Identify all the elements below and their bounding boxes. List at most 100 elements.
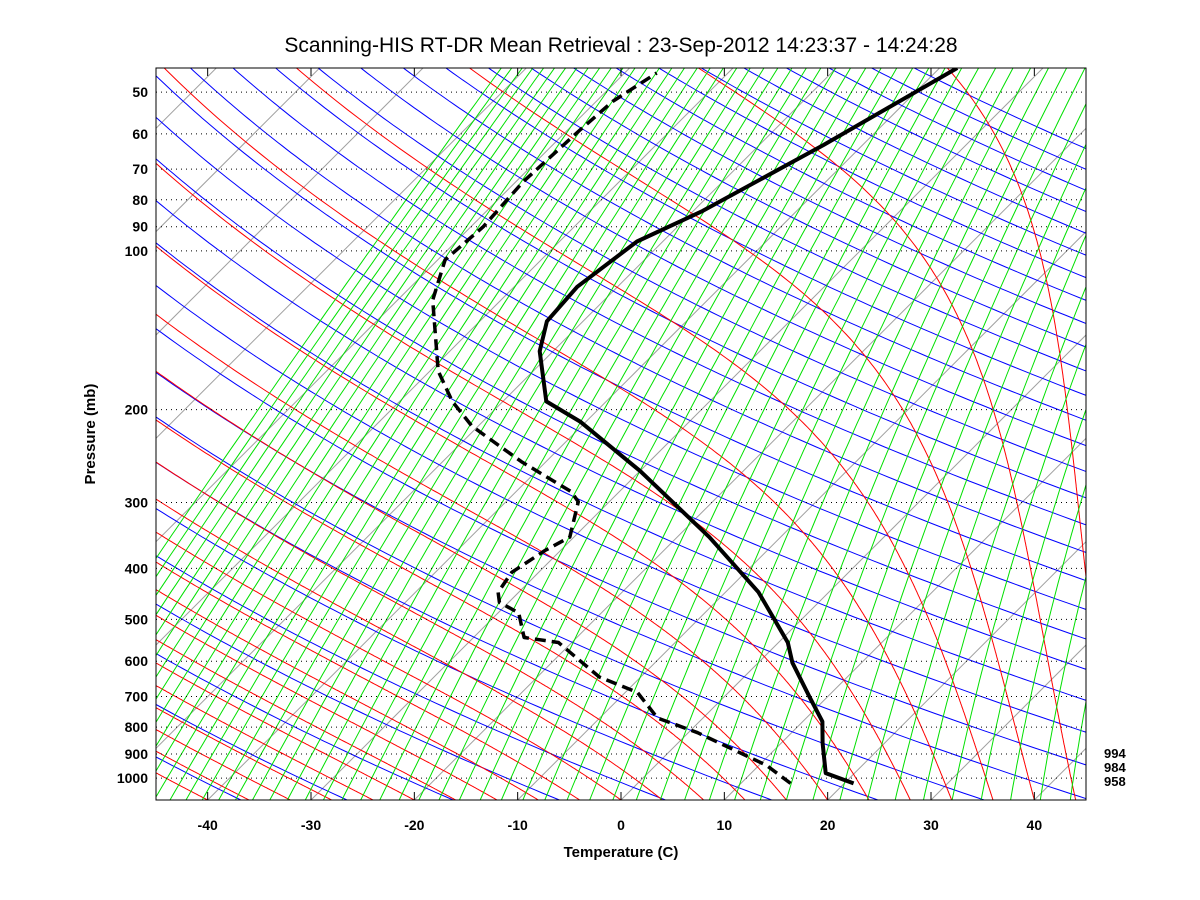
- mixing-ratio-line: [218, 68, 673, 800]
- moist-adiabat-line: [468, 68, 1035, 800]
- mixing-ratio-line: [269, 68, 711, 800]
- x-axis-label: Temperature (C): [564, 844, 679, 861]
- moist-adiabat-line: [156, 614, 498, 800]
- mixing-ratio-line: [156, 68, 502, 560]
- mixing-ratio-line: [156, 68, 601, 748]
- x-tick-label: 10: [717, 817, 733, 833]
- mixing-ratio-line: [322, 68, 751, 800]
- mixing-ratio-line: [785, 68, 1086, 800]
- dry-adiabat-line: [156, 653, 454, 800]
- background-lines: [0, 41, 1200, 800]
- mixing-ratio-line: [418, 68, 822, 800]
- isotherm-line: [156, 68, 424, 336]
- y-tick-label: 200: [125, 402, 149, 418]
- moist-adiabat-line: [156, 662, 415, 800]
- dewpoint-profile-line: [430, 71, 792, 785]
- dry-adiabat-line: [156, 416, 985, 800]
- isotherm-line: [620, 334, 1086, 800]
- moist-adiabat-line: [156, 370, 787, 800]
- moist-adiabat-line: [697, 68, 1077, 800]
- mixing-ratio-line: [544, 68, 914, 800]
- mixing-ratio-line: [235, 68, 686, 800]
- isotherm-line: [723, 437, 1086, 800]
- moist-adiabat-line: [156, 589, 539, 800]
- mixing-ratio-line: [522, 68, 898, 800]
- mixing-ratio-line: [156, 68, 578, 701]
- isotherm-line: [0, 41, 37, 800]
- dry-adiabat-line: [785, 68, 1086, 213]
- moist-adiabat-line: [295, 68, 994, 800]
- moist-adiabat-line: [156, 707, 332, 800]
- chart-title: Scanning-HIS RT-DR Mean Retrieval : 23-S…: [284, 34, 957, 57]
- side-label: 994: [1104, 746, 1126, 761]
- mixing-ratio-line: [612, 68, 963, 800]
- mixing-ratio-line: [812, 102, 1086, 800]
- dry-adiabat-line: [827, 68, 1086, 191]
- x-tick-label: -20: [404, 817, 424, 833]
- mixing-ratio-line: [156, 68, 523, 597]
- mixing-ratio-line: [500, 68, 882, 800]
- mixing-ratio-line: [169, 68, 636, 800]
- y-tick-label: 800: [125, 719, 149, 735]
- moist-adiabat-line: [156, 498, 663, 800]
- x-tick-label: -10: [508, 817, 528, 833]
- mixing-ratio-line: [659, 68, 997, 800]
- dry-adiabat-line: [657, 68, 1086, 279]
- moist-adiabat-line: [156, 531, 622, 800]
- isotherm-line: [156, 68, 734, 646]
- dry-adiabat-line: [445, 68, 1086, 396]
- dry-adiabat-line: [156, 158, 1086, 640]
- isotherm-line: [930, 644, 1086, 800]
- x-tick-label: 40: [1027, 817, 1043, 833]
- mixing-ratio-line: [156, 68, 513, 578]
- y-tick-label: 900: [125, 746, 149, 762]
- y-tick-label: 400: [125, 560, 149, 576]
- mixing-ratio-line: [894, 233, 1086, 800]
- plot-frame: [155, 67, 1087, 801]
- mixing-ratio-line: [201, 68, 661, 800]
- temperature-profile-line: [537, 68, 959, 786]
- mixing-ratio-line: [951, 343, 1086, 800]
- y-tick-label: 90: [132, 219, 148, 235]
- dry-adiabat-line: [700, 68, 1086, 256]
- side-label: 958: [1104, 774, 1126, 789]
- mixing-ratio-line: [156, 68, 589, 724]
- mixing-ratio-line: [286, 68, 724, 800]
- dry-adiabat-line: [402, 68, 1086, 421]
- dry-adiabat-line: [189, 68, 1086, 553]
- moist-adiabat-line: [156, 561, 580, 800]
- dry-adiabat-line: [156, 199, 1086, 670]
- mixing-ratio-line: [398, 68, 807, 800]
- mixing-ratio-line: [734, 68, 1050, 800]
- dry-adiabat-line: [156, 328, 1086, 766]
- isotherm-line: [207, 68, 941, 800]
- x-tick-label: -40: [198, 817, 218, 833]
- mixing-ratio-line: [566, 68, 930, 800]
- y-tick-label: 500: [125, 611, 149, 627]
- mixing-ratio-line: [759, 68, 1068, 800]
- isotherm-line: [1138, 41, 1200, 800]
- isotherm-line: [156, 68, 838, 750]
- y-tick-label: 80: [132, 192, 148, 208]
- mixing-ratio-line: [156, 68, 612, 772]
- side-label: 984: [1104, 760, 1126, 775]
- moist-adiabat-line: [156, 685, 374, 800]
- mixing-ratio-line: [1039, 574, 1086, 800]
- x-tick-label: 0: [617, 817, 625, 833]
- dry-adiabat-line: [742, 68, 1086, 234]
- dry-adiabat-line: [274, 68, 1086, 499]
- dry-adiabat-line: [359, 68, 1086, 447]
- dry-adiabat-line: [156, 461, 879, 800]
- mixing-ratio-line: [156, 68, 624, 798]
- mixing-ratio-line: [589, 68, 946, 800]
- y-tick-label: 1000: [117, 770, 148, 786]
- y-tick-label: 100: [125, 243, 149, 259]
- mixing-ratio-line: [980, 407, 1086, 800]
- moist-adiabat-line: [156, 419, 746, 800]
- isotherm-line: [156, 68, 321, 233]
- mixing-ratio-line: [923, 285, 1086, 800]
- mixing-ratio-line: [156, 68, 556, 657]
- moist-adiabat-line: [156, 162, 911, 800]
- dry-adiabat-line: [156, 284, 1086, 733]
